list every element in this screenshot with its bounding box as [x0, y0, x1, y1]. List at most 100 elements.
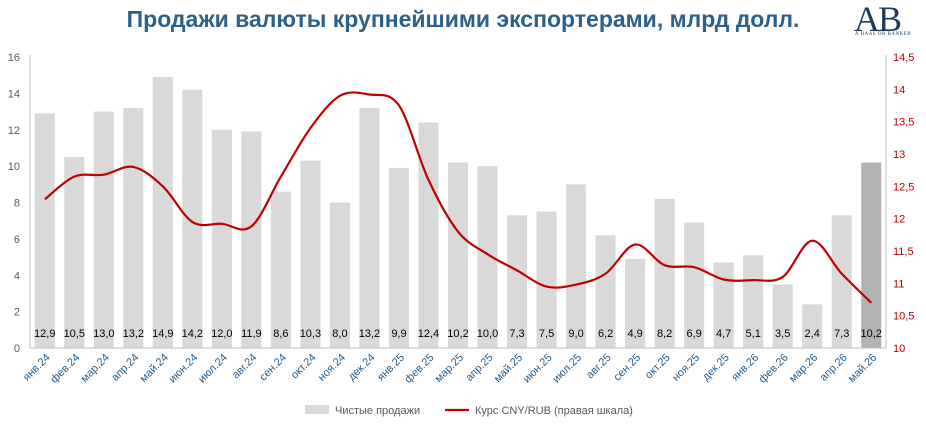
- category-tick-label: июн.24: [167, 352, 201, 386]
- category-tick-label: янв.25: [375, 352, 407, 384]
- bar: [359, 107, 380, 348]
- bar-value-label: 5,1: [746, 328, 761, 340]
- left-axis-tick-label: 12: [8, 125, 20, 137]
- brand-logo: AB A HAAS OR BANKER: [848, 0, 918, 46]
- right-axis-tick-label: 14: [893, 84, 905, 96]
- logo-letters: AB: [854, 0, 902, 39]
- bar: [270, 191, 291, 348]
- bar: [300, 160, 321, 348]
- category-tick-label: мар.25: [433, 352, 466, 385]
- bar: [743, 255, 764, 348]
- right-axis-tick-label: 13: [893, 149, 905, 161]
- bar-value-label: 6,2: [598, 328, 613, 340]
- bar: [802, 304, 823, 348]
- left-axis-tick-label: 2: [14, 307, 20, 319]
- bar: [861, 162, 882, 348]
- category-tick-label: июн.25: [521, 352, 555, 386]
- chart-title: Продажи валюты крупнейшими экспортерами,…: [126, 6, 800, 32]
- bar: [536, 211, 557, 348]
- category-tick-label: апр.25: [463, 352, 495, 384]
- legend-bar-swatch: [305, 405, 329, 414]
- bar-value-label: 12,4: [418, 328, 439, 340]
- category-tick-label: апр.26: [818, 352, 850, 384]
- category-tick-label: дек.24: [346, 352, 378, 384]
- bar-value-label: 2,4: [805, 328, 820, 340]
- bar: [831, 215, 852, 348]
- bar-value-label: 11,9: [241, 328, 262, 340]
- right-axis-tick-label: 12,5: [893, 181, 914, 193]
- exchange-rate-line: [44, 91, 872, 304]
- legend-bar-label: Чистые продажи: [335, 405, 420, 417]
- bar-value-label: 10,2: [861, 328, 882, 340]
- bar: [418, 122, 439, 348]
- bar: [93, 111, 114, 348]
- right-axis-tick-label: 10: [893, 343, 905, 355]
- category-tick-label: июл.25: [550, 352, 584, 386]
- bar: [684, 222, 705, 348]
- bar: [713, 262, 734, 348]
- category-tick-label: сен.24: [257, 352, 289, 384]
- category-tick-label: мар.26: [787, 352, 820, 385]
- left-axis-tick-label: 6: [14, 234, 20, 246]
- bar-value-label: 10,2: [447, 328, 468, 340]
- bar: [34, 113, 55, 348]
- bar: [182, 89, 203, 349]
- bar: [64, 157, 85, 348]
- left-axis-tick-label: 10: [8, 161, 20, 173]
- category-tick-label: янв.24: [21, 352, 53, 384]
- logo-tagline: A HAAS OR BANKER: [854, 32, 912, 37]
- bar-value-label: 10,5: [64, 328, 85, 340]
- category-tick-label: янв.26: [729, 352, 761, 384]
- category-tick-label: май.24: [138, 352, 171, 385]
- bar: [447, 162, 469, 348]
- category-tick-label: дек.25: [700, 352, 732, 384]
- category-tick-label: фев.24: [48, 352, 82, 386]
- bar-value-label: 7,3: [509, 328, 524, 340]
- category-tick-label: окт.25: [643, 352, 673, 382]
- category-tick-label: сен.25: [611, 352, 643, 384]
- bar-value-label: 4,7: [716, 328, 731, 340]
- category-tick-label: апр.24: [109, 352, 141, 384]
- bar-value-label: 4,9: [627, 328, 642, 340]
- bar-value-label: 13,0: [93, 328, 114, 340]
- bar: [654, 198, 675, 348]
- left-axis-tick-label: 0: [14, 343, 20, 355]
- bar-value-label: 12,0: [211, 328, 232, 340]
- bar-value-label: 14,2: [182, 328, 203, 340]
- bar-value-label: 7,3: [834, 328, 849, 340]
- bar: [625, 258, 646, 348]
- legend-line-label: Курс CNY/RUB (правая шкала): [475, 405, 633, 417]
- bar: [595, 235, 616, 348]
- category-tick-label: окт.24: [289, 352, 319, 382]
- category-tick-label: май.25: [492, 352, 525, 385]
- bar: [477, 166, 498, 348]
- bar-value-label: 10,0: [477, 328, 498, 340]
- bar: [388, 167, 410, 348]
- bar: [566, 184, 587, 348]
- bar-value-label: 13,2: [123, 328, 144, 340]
- bar: [241, 131, 262, 348]
- bar-value-label: 8,6: [273, 328, 288, 340]
- right-axis-tick-label: 11: [893, 278, 904, 290]
- bar-value-label: 12,9: [34, 328, 55, 340]
- left-axis-tick-label: 4: [14, 270, 20, 282]
- category-tick-label: авг.24: [230, 352, 260, 382]
- category-tick-label: фев.26: [757, 352, 791, 386]
- bar-value-label: 6,9: [686, 328, 701, 340]
- bar-value-label: 7,5: [539, 328, 554, 340]
- right-axis-tick-label: 14,5: [893, 52, 914, 64]
- category-tick-label: ноя.25: [670, 352, 702, 384]
- left-axis-tick-label: 14: [8, 88, 20, 100]
- bar-value-label: 8,2: [657, 328, 672, 340]
- bar-value-label: 10,3: [300, 328, 321, 340]
- category-tick-label: мар.24: [79, 352, 112, 385]
- bar-value-label: 14,9: [152, 328, 173, 340]
- bar: [152, 77, 173, 348]
- bar-value-label: 13,2: [359, 328, 380, 340]
- bar-value-label: 3,5: [775, 328, 790, 340]
- category-tick-label: ноя.24: [316, 352, 348, 384]
- right-axis-tick-label: 12: [893, 214, 905, 226]
- category-tick-label: фев.25: [402, 352, 436, 386]
- right-axis-tick-label: 10,5: [893, 311, 914, 323]
